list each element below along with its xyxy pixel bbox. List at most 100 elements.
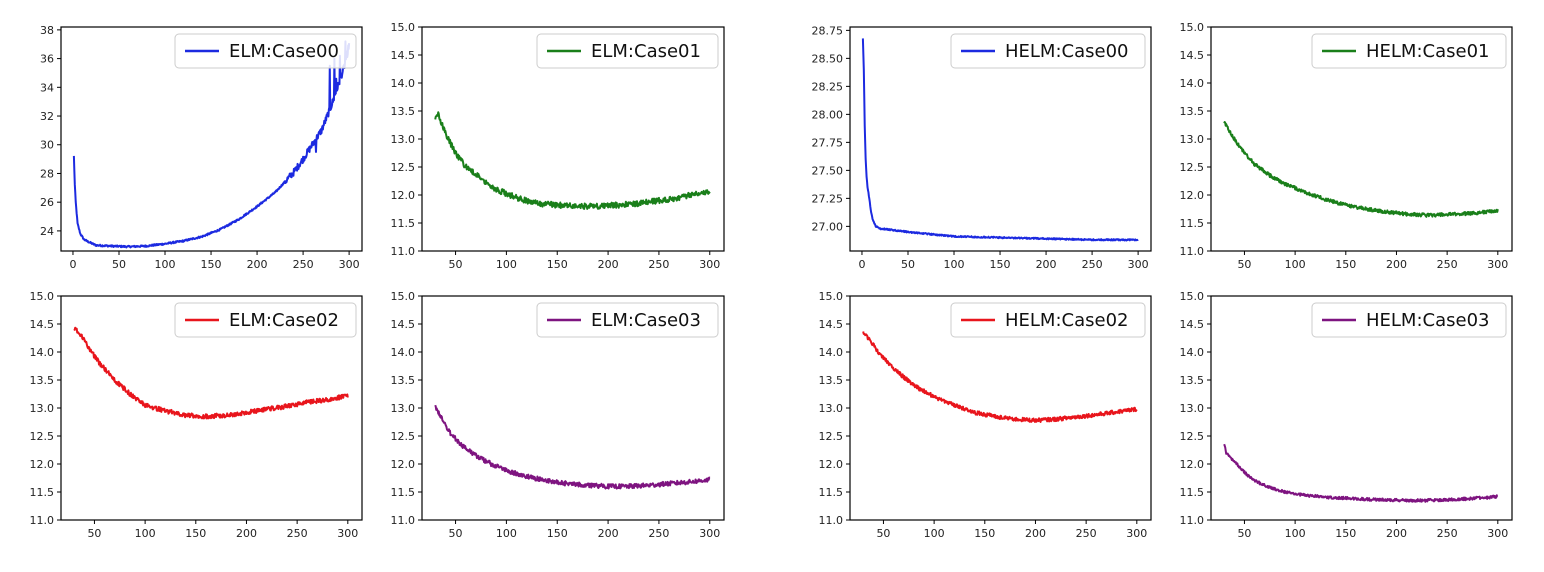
y-tick-label: 15.0 bbox=[391, 21, 416, 34]
x-tick-label: 50 bbox=[449, 258, 463, 271]
y-tick-label: 12.5 bbox=[819, 430, 844, 443]
x-tick-label: 150 bbox=[990, 258, 1011, 271]
y-tick-label: 14.0 bbox=[1180, 77, 1205, 90]
x-tick-label: 150 bbox=[547, 258, 568, 271]
x-tick-label: 300 bbox=[1487, 527, 1508, 540]
y-tick-label: 14.0 bbox=[30, 346, 55, 359]
y-tick-label: 11.5 bbox=[391, 486, 416, 499]
x-tick-label: 300 bbox=[699, 527, 720, 540]
y-tick-label: 11.0 bbox=[391, 514, 416, 527]
x-tick-label: 100 bbox=[496, 258, 517, 271]
y-tick-label: 12.5 bbox=[391, 430, 416, 443]
y-tick-label: 12.0 bbox=[819, 458, 844, 471]
legend: ELM:Case01 bbox=[536, 33, 719, 69]
y-tick-label: 12.0 bbox=[391, 189, 416, 202]
y-tick-label: 13.5 bbox=[1180, 374, 1205, 387]
y-tick-label: 14.0 bbox=[819, 346, 844, 359]
y-tick-label: 24 bbox=[40, 225, 54, 238]
y-tick-label: 15.0 bbox=[1180, 290, 1205, 303]
legend-box bbox=[950, 302, 1146, 338]
y-tick-label: 28 bbox=[40, 167, 54, 180]
y-tick-label: 15.0 bbox=[819, 290, 844, 303]
legend-label: ELM:Case01 bbox=[591, 41, 701, 62]
y-tick-label: 11.5 bbox=[391, 217, 416, 230]
x-tick-label: 250 bbox=[287, 527, 308, 540]
y-tick-label: 15.0 bbox=[391, 290, 416, 303]
y-tick-label: 14.0 bbox=[1180, 346, 1205, 359]
y-tick-label: 13.0 bbox=[819, 402, 844, 415]
x-tick-label: 0 bbox=[858, 258, 865, 271]
y-tick-label: 14.5 bbox=[1180, 49, 1205, 62]
y-tick-label: 12.5 bbox=[391, 161, 416, 174]
x-tick-label: 50 bbox=[1237, 258, 1251, 271]
x-tick-label: 250 bbox=[1437, 258, 1458, 271]
y-tick-label: 13.5 bbox=[819, 374, 844, 387]
x-tick-label: 200 bbox=[1025, 527, 1046, 540]
chart-panel-5: 50 100 150 200 250 300 11.0 11.5 12.0 12.5 13.0 13.… bbox=[30, 290, 363, 540]
x-tick-label: 150 bbox=[1335, 258, 1356, 271]
x-tick-label: 250 bbox=[1437, 527, 1458, 540]
y-tick-label: 11.0 bbox=[391, 245, 416, 258]
x-tick-label: 150 bbox=[201, 258, 222, 271]
x-tick-label: 200 bbox=[1036, 258, 1057, 271]
legend-box bbox=[174, 302, 357, 338]
legend-label: ELM:Case03 bbox=[591, 310, 701, 331]
y-tick-label: 12.0 bbox=[30, 458, 55, 471]
y-tick-label: 27.00 bbox=[812, 220, 844, 233]
y-tick-label: 15.0 bbox=[30, 290, 55, 303]
legend-box bbox=[536, 302, 719, 338]
y-tick-label: 28.25 bbox=[812, 80, 844, 93]
series-line bbox=[862, 331, 1138, 423]
legend: ELM:Case00 bbox=[174, 33, 357, 69]
y-tick-label: 11.5 bbox=[1180, 217, 1205, 230]
legend: HELM:Case02 bbox=[950, 302, 1146, 338]
y-tick-label: 28.50 bbox=[812, 52, 844, 65]
x-tick-label: 250 bbox=[648, 527, 669, 540]
y-tick-label: 13.5 bbox=[1180, 105, 1205, 118]
legend: ELM:Case02 bbox=[174, 302, 357, 338]
x-tick-label: 200 bbox=[236, 527, 257, 540]
chart-panel-2: 50 100 150 200 250 300 11.0 11.5 12.0 12.5 13.0 13.… bbox=[391, 21, 725, 271]
legend-box bbox=[536, 33, 719, 69]
legend-box bbox=[174, 33, 357, 69]
series-line bbox=[73, 326, 349, 420]
x-tick-label: 100 bbox=[924, 527, 945, 540]
x-tick-label: 50 bbox=[876, 527, 890, 540]
y-tick-label: 11.0 bbox=[1180, 245, 1205, 258]
legend-label: HELM:Case03 bbox=[1366, 310, 1490, 331]
y-tick-label: 34 bbox=[40, 81, 54, 94]
y-tick-label: 27.50 bbox=[812, 164, 844, 177]
legend-box bbox=[1311, 33, 1507, 69]
y-tick-label: 28.75 bbox=[812, 24, 844, 37]
x-tick-label: 200 bbox=[598, 258, 619, 271]
x-tick-label: 150 bbox=[1335, 527, 1356, 540]
y-tick-label: 11.5 bbox=[1180, 486, 1205, 499]
y-tick-label: 32 bbox=[40, 110, 54, 123]
legend-label: HELM:Case00 bbox=[1005, 41, 1129, 62]
y-tick-label: 27.75 bbox=[812, 136, 844, 149]
legend: ELM:Case03 bbox=[536, 302, 719, 338]
chart-panel-4: 50 100 150 200 250 300 11.0 11.5 12.0 12.5 13.0 13.… bbox=[1180, 21, 1513, 271]
x-tick-label: 150 bbox=[547, 527, 568, 540]
y-tick-label: 14.5 bbox=[391, 318, 416, 331]
legend: HELM:Case00 bbox=[950, 33, 1146, 69]
y-tick-label: 12.0 bbox=[391, 458, 416, 471]
x-tick-label: 50 bbox=[449, 527, 463, 540]
x-tick-label: 250 bbox=[1082, 258, 1103, 271]
x-tick-label: 100 bbox=[944, 258, 965, 271]
x-tick-label: 0 bbox=[69, 258, 76, 271]
series-line bbox=[1223, 121, 1499, 218]
chart-panel-8: 50 100 150 200 250 300 11.0 11.5 12.0 12.5 13.0 13.… bbox=[1180, 290, 1513, 540]
y-tick-label: 14.5 bbox=[391, 49, 416, 62]
x-tick-label: 50 bbox=[901, 258, 915, 271]
legend-label: HELM:Case02 bbox=[1005, 310, 1129, 331]
y-tick-label: 13.0 bbox=[1180, 133, 1205, 146]
y-tick-label: 11.5 bbox=[30, 486, 55, 499]
legend: HELM:Case01 bbox=[1311, 33, 1507, 69]
chart-panel-7: 50 100 150 200 250 300 11.0 11.5 12.0 12.5 13.0 13.… bbox=[819, 290, 1152, 540]
y-tick-label: 13.0 bbox=[30, 402, 55, 415]
series-line bbox=[434, 404, 711, 490]
x-tick-label: 300 bbox=[337, 527, 358, 540]
series-line bbox=[434, 111, 711, 210]
